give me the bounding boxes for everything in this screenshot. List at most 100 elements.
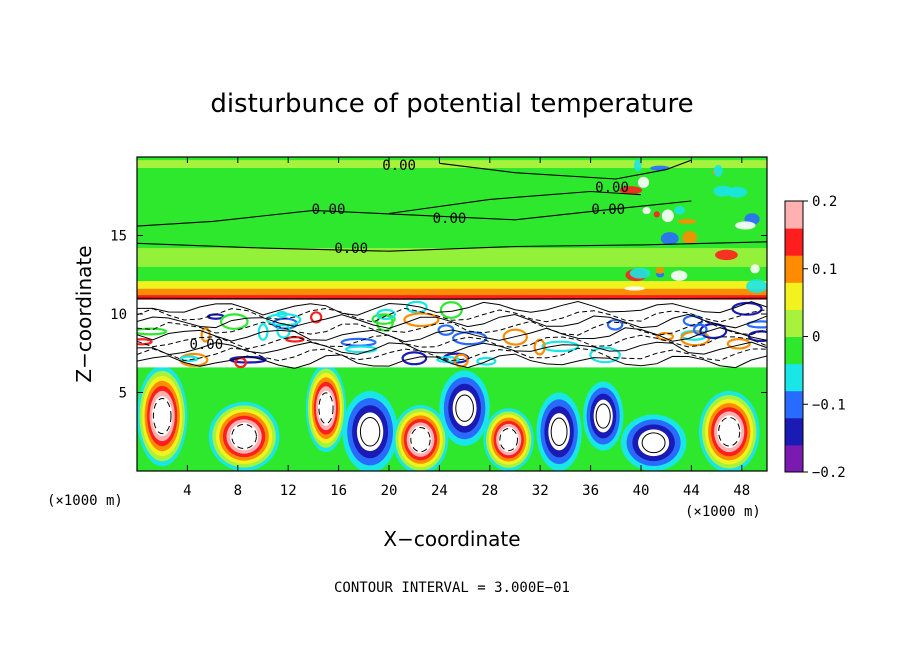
eddy-1-contour	[231, 423, 257, 450]
eddy-6-contour	[499, 428, 519, 452]
turbulent-blob	[344, 345, 378, 354]
turbulent-blob	[137, 327, 168, 336]
x-tick-label: 40	[633, 483, 650, 499]
turbulent-blob	[541, 340, 580, 353]
x-tick-label: 32	[532, 483, 549, 499]
colorbar-tick-label: −0.2	[812, 465, 846, 481]
y-axis-ticks: 5 10 15	[110, 229, 767, 402]
contour-line-4	[137, 297, 767, 300]
eddy-10-ring	[717, 415, 742, 449]
band-orange	[137, 288, 767, 296]
upper-disturbance-blob	[634, 159, 642, 172]
upper-disturbance-blob	[670, 270, 688, 281]
eddy-5-contour	[455, 394, 474, 422]
eddy-0-ring	[152, 395, 173, 437]
upper-disturbance-blob	[653, 211, 660, 218]
turbulent-blob	[533, 338, 546, 356]
turbulent-blob	[371, 313, 396, 325]
x-unit-left: (×1000 m)	[47, 493, 123, 509]
turbulent-blob	[310, 311, 323, 324]
band-red	[137, 295, 767, 300]
colorbar-segment	[785, 282, 803, 310]
upper-disturbance-blob	[750, 264, 760, 274]
turbulent-contour	[137, 313, 767, 329]
turbulent-blob	[439, 301, 463, 319]
turbulent-blob	[229, 355, 267, 364]
turbulent-blob	[179, 355, 199, 362]
eddy-1-ring	[229, 422, 259, 451]
x-tick-label: 24	[431, 483, 448, 499]
turbulent-contour	[137, 353, 767, 369]
plot-area: 0.00 0.00 0.00 0.00 0.00 0.00 0.00	[137, 157, 767, 471]
upper-disturbance-blob	[713, 165, 723, 177]
turbulent-contour	[137, 347, 767, 362]
contour-lines	[137, 159, 767, 300]
upper-disturbance-blob	[637, 176, 650, 188]
x-tick-label: 44	[683, 483, 700, 499]
upper-disturbance-blob	[655, 266, 665, 274]
turbulent-contour	[137, 320, 767, 336]
x-tick-label: 4	[183, 483, 191, 499]
colorbar-segment	[785, 201, 803, 229]
turbulent-blob	[376, 308, 397, 321]
x-unit-right: (×1000 m)	[685, 504, 761, 520]
x-tick-label: 8	[234, 483, 242, 499]
colorbar-tick-label: −0.1	[812, 397, 846, 413]
x-tick-label: 16	[330, 483, 347, 499]
turbulent-contour	[137, 300, 767, 316]
colorbar-segment	[785, 228, 803, 256]
y-tick-label: 15	[110, 229, 127, 245]
upper-disturbance-blob	[746, 279, 767, 293]
colorbar-segment	[785, 363, 803, 392]
turbulent-blob	[405, 300, 428, 314]
turbulent-blob	[219, 313, 249, 330]
turbulent-blob	[692, 323, 708, 336]
x-tick-label: 12	[280, 483, 297, 499]
upper-disturbance-blob	[682, 230, 697, 245]
contour-line-2	[439, 159, 692, 180]
band-top-strip	[137, 160, 767, 168]
turbulent-blob	[257, 323, 269, 341]
upper-disturbance-blob	[677, 219, 697, 224]
x-tick-label: 20	[381, 483, 398, 499]
contour-label-0: 0.00	[334, 241, 368, 257]
eddy-0-contour	[152, 397, 172, 435]
colorbar-tick-label: 0.2	[812, 194, 837, 210]
contour-label-2: 0.00	[382, 158, 416, 174]
y-tick-label: 10	[110, 307, 127, 323]
colorbar-segment	[785, 255, 803, 283]
turbulent-blob	[699, 322, 728, 340]
band-mid-strip	[137, 248, 767, 267]
x-axis-label: X−coordinate	[383, 527, 520, 551]
turbulent-contour	[137, 334, 767, 350]
turbulent-contour	[137, 307, 767, 323]
upper-disturbance-blob	[619, 186, 643, 195]
turbulent-blob	[401, 351, 428, 366]
eddy-4-contour	[410, 427, 431, 453]
upper-disturbance-blob	[660, 232, 679, 245]
turbulent-blob	[726, 338, 751, 350]
turbulent-blob	[656, 331, 675, 342]
contour-labels: 0.00 0.00 0.00 0.00 0.00 0.00 0.00	[189, 158, 628, 353]
eddy-2-ring	[317, 390, 335, 426]
eddy-field	[137, 364, 760, 471]
y-axis-label: Z−coordinate	[72, 245, 96, 382]
y-tick-label: 5	[119, 386, 127, 402]
turbulent-layer	[137, 159, 767, 369]
turbulent-blob	[403, 312, 440, 328]
colorbar-ticks: 0.2 0.1 0 −0.1 −0.2	[803, 194, 846, 481]
band-yellow	[137, 281, 767, 289]
eddy-9-contour	[641, 432, 666, 454]
turbulent-blob	[589, 346, 621, 364]
contour-label-6: 0.00	[189, 337, 223, 353]
turbulent-blob	[200, 327, 211, 343]
contour-label-4: 0.00	[595, 180, 629, 196]
colorbar-segment	[785, 417, 803, 446]
x-axis-ticks: 4 8 12 16 20 24 28 32 36 40 44 48	[183, 157, 750, 499]
turbulent-blob	[746, 320, 767, 329]
colorbar-segment	[785, 444, 803, 473]
contour-line-1	[137, 200, 692, 227]
contour-label-5: 0.00	[591, 202, 625, 218]
colorbar-tick-label: 0.1	[812, 262, 837, 278]
